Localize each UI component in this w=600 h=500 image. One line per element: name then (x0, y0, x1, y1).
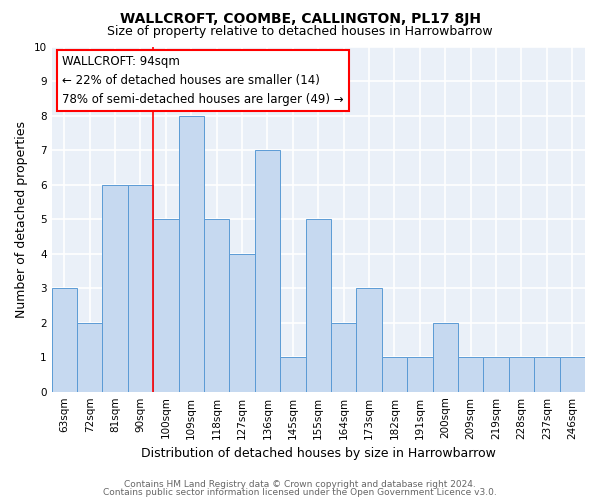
Bar (204, 219, 229, 392)
X-axis label: Distribution of detached houses by size in Harrowbarrow: Distribution of detached houses by size … (141, 447, 496, 460)
Bar (229, 254, 255, 392)
Bar (103, 184, 128, 392)
Bar (433, 322, 458, 392)
Bar (77, 322, 103, 392)
Bar (560, 357, 585, 392)
Text: WALLCROFT, COOMBE, CALLINGTON, PL17 8JH: WALLCROFT, COOMBE, CALLINGTON, PL17 8JH (119, 12, 481, 26)
Text: Size of property relative to detached houses in Harrowbarrow: Size of property relative to detached ho… (107, 25, 493, 38)
Bar (331, 322, 356, 392)
Bar (356, 288, 382, 392)
Bar (509, 357, 534, 392)
Bar (255, 150, 280, 392)
Bar (128, 184, 153, 392)
Text: Contains public sector information licensed under the Open Government Licence v3: Contains public sector information licen… (103, 488, 497, 497)
Bar (407, 357, 433, 392)
Bar (280, 357, 305, 392)
Bar (458, 357, 484, 392)
Bar (52, 288, 77, 392)
Bar (534, 357, 560, 392)
Bar (153, 219, 179, 392)
Y-axis label: Number of detached properties: Number of detached properties (15, 120, 28, 318)
Bar (382, 357, 407, 392)
Text: WALLCROFT: 94sqm
← 22% of detached houses are smaller (14)
78% of semi-detached : WALLCROFT: 94sqm ← 22% of detached house… (62, 55, 344, 106)
Bar (305, 219, 331, 392)
Bar (179, 116, 204, 392)
Text: Contains HM Land Registry data © Crown copyright and database right 2024.: Contains HM Land Registry data © Crown c… (124, 480, 476, 489)
Bar (484, 357, 509, 392)
